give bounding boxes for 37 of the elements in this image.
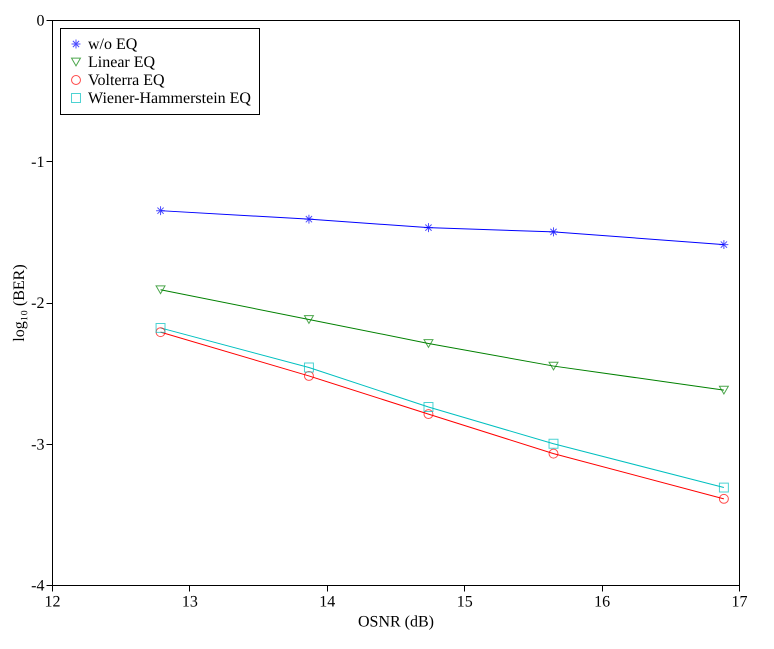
point <box>156 322 166 333</box>
y-tick-label: -3 <box>31 436 44 454</box>
point <box>718 240 729 250</box>
x-tick-label: 16 <box>594 594 610 610</box>
y-tick-label: -2 <box>31 295 44 312</box>
x-tick-label: 17 <box>732 594 748 610</box>
y-axis-title: log₁₀ (BER) <box>11 264 28 342</box>
point <box>304 315 314 324</box>
point <box>424 339 434 348</box>
point <box>156 206 166 216</box>
point <box>424 409 434 420</box>
legend-label: Linear EQ <box>88 54 156 71</box>
x-axis-title: OSNR (dB) <box>358 614 434 630</box>
point <box>548 226 558 237</box>
point <box>304 362 314 372</box>
legend-label: w/o EQ <box>88 36 138 53</box>
point <box>548 448 558 459</box>
point <box>304 370 314 381</box>
y-tick-label: -4 <box>31 578 44 594</box>
point <box>156 327 166 338</box>
y-tick-label: -1 <box>31 154 44 171</box>
point <box>548 362 558 370</box>
point <box>156 285 166 294</box>
x-tick-label: 12 <box>44 594 60 610</box>
point <box>548 438 558 449</box>
x-tick-label: 15 <box>456 594 473 610</box>
point <box>718 494 729 504</box>
y-tick-label: 0 <box>36 12 44 30</box>
point <box>424 222 434 233</box>
point <box>718 386 729 394</box>
point <box>424 402 434 412</box>
legend-label: Volterra EQ <box>88 72 166 89</box>
point <box>718 482 729 493</box>
x-tick-label: 14 <box>319 594 336 610</box>
point <box>304 214 314 224</box>
legend-label: Wiener-Hammerstein EQ <box>88 90 252 107</box>
x-tick-label: 13 <box>182 594 198 610</box>
